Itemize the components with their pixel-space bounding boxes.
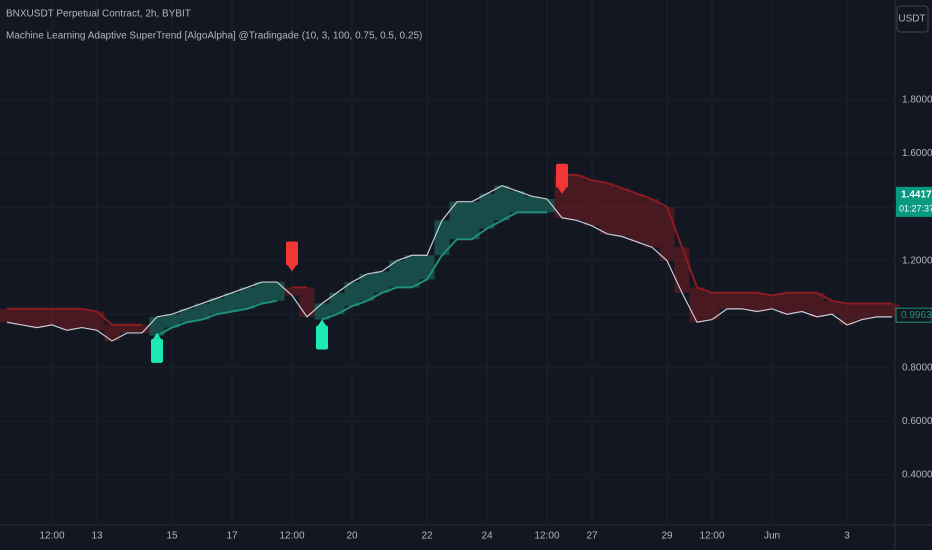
sell-signal xyxy=(288,265,296,272)
trend-fill xyxy=(44,308,60,325)
trend-fill xyxy=(674,247,690,293)
supertrend-line xyxy=(156,211,547,337)
last-price-label: 1.4417 xyxy=(901,190,932,201)
x-tick-label: 22 xyxy=(421,531,433,542)
trend-fill xyxy=(194,303,210,320)
trend-fill xyxy=(734,292,750,309)
trend-fill xyxy=(614,188,630,237)
trend-fill xyxy=(449,201,465,240)
plot-area xyxy=(0,163,900,363)
sell-signal-box xyxy=(556,163,568,188)
trend-fill xyxy=(284,287,300,296)
trend-fill xyxy=(179,308,195,323)
buy-signal xyxy=(153,332,161,339)
trend-fill xyxy=(794,292,810,312)
buy-signal-box xyxy=(316,325,328,350)
trend-fill xyxy=(0,308,15,323)
trend-fill xyxy=(89,311,105,331)
trend-fill xyxy=(719,292,735,309)
currency-label[interactable]: USDT xyxy=(898,14,925,25)
trend-fill xyxy=(164,314,180,328)
trend-fill xyxy=(569,174,585,221)
supertrend-line xyxy=(7,173,892,326)
trend-fill xyxy=(689,287,705,323)
x-tick-label: Jun xyxy=(764,531,780,542)
x-tick-label: 12:00 xyxy=(279,531,304,542)
trend-level-label: 0.9963 xyxy=(901,310,932,321)
y-tick-label: 0.6000 xyxy=(902,416,932,427)
currency-button[interactable] xyxy=(896,5,929,33)
trend-fill xyxy=(389,260,405,288)
x-tick-label: 12:00 xyxy=(534,531,559,542)
x-tick-label: 12:00 xyxy=(39,531,64,542)
trend-fill xyxy=(494,185,510,221)
trend-fill xyxy=(809,292,825,317)
trend-fill xyxy=(824,300,840,315)
trend-fill xyxy=(299,287,315,317)
trend-fill xyxy=(119,324,135,333)
buy-signal-box xyxy=(151,338,163,363)
trend-fill xyxy=(104,324,120,341)
trend-fill xyxy=(659,207,675,261)
trend-fill xyxy=(539,199,555,213)
trend-fill xyxy=(839,303,855,325)
trend-fill xyxy=(599,182,615,234)
trend-fill xyxy=(74,308,90,328)
trend-fill xyxy=(779,292,795,315)
last-price-badge xyxy=(896,186,932,217)
sell-signal-box xyxy=(286,241,298,266)
trend-fill xyxy=(764,295,780,309)
trend-fill xyxy=(584,180,600,226)
trend-fill xyxy=(344,282,360,307)
y-tick-label: 1.6000 xyxy=(902,148,932,159)
trend-fill xyxy=(644,199,660,248)
trend-fill xyxy=(14,308,30,325)
trend-fill xyxy=(404,255,420,288)
y-tick-label: 1.2000 xyxy=(902,255,932,266)
trend-fill xyxy=(359,274,375,301)
x-tick-label: 17 xyxy=(226,531,238,542)
trend-fill xyxy=(869,303,885,317)
x-tick-label: 15 xyxy=(166,531,178,542)
trend-fill xyxy=(854,303,870,320)
trend-level-badge xyxy=(895,307,932,323)
trend-fill xyxy=(524,196,540,213)
sell-signal xyxy=(558,187,566,194)
trend-fill xyxy=(704,292,720,320)
trend-fill xyxy=(479,193,495,229)
trend-fill xyxy=(269,282,285,301)
trend-fill xyxy=(749,292,765,312)
price-line xyxy=(6,184,892,342)
countdown-label: 01:27:37 xyxy=(899,203,932,213)
buy-signal xyxy=(318,319,326,326)
y-tick-label: 1.8000 xyxy=(902,95,932,106)
trend-fill xyxy=(59,308,75,331)
x-tick-label: 20 xyxy=(346,531,358,542)
trend-fill xyxy=(254,282,270,304)
trend-fill xyxy=(209,298,225,315)
x-tick-label: 29 xyxy=(661,531,673,542)
trend-fill xyxy=(374,271,390,293)
trend-fill xyxy=(134,324,150,333)
trend-fill xyxy=(329,292,345,315)
trend-fill xyxy=(224,292,240,312)
trend-fill xyxy=(509,190,525,213)
trend-fill xyxy=(239,287,255,309)
trend-fill xyxy=(419,255,435,280)
y-tick-label: 0.8000 xyxy=(902,362,932,373)
y-tick-label: 0.4000 xyxy=(902,470,932,481)
trend-fill xyxy=(629,193,645,242)
x-tick-label: 24 xyxy=(481,531,493,542)
x-tick-label: 27 xyxy=(586,531,598,542)
x-tick-label: 12:00 xyxy=(699,531,724,542)
x-tick-label: 3 xyxy=(844,531,850,542)
trend-fill xyxy=(464,201,480,240)
indicator-title: Machine Learning Adaptive SuperTrend [Al… xyxy=(6,31,422,42)
symbol-title: BNXUSDT Perpetual Contract, 2h, BYBIT xyxy=(6,9,191,20)
x-tick-label: 13 xyxy=(91,531,103,542)
trend-fill xyxy=(29,308,45,328)
